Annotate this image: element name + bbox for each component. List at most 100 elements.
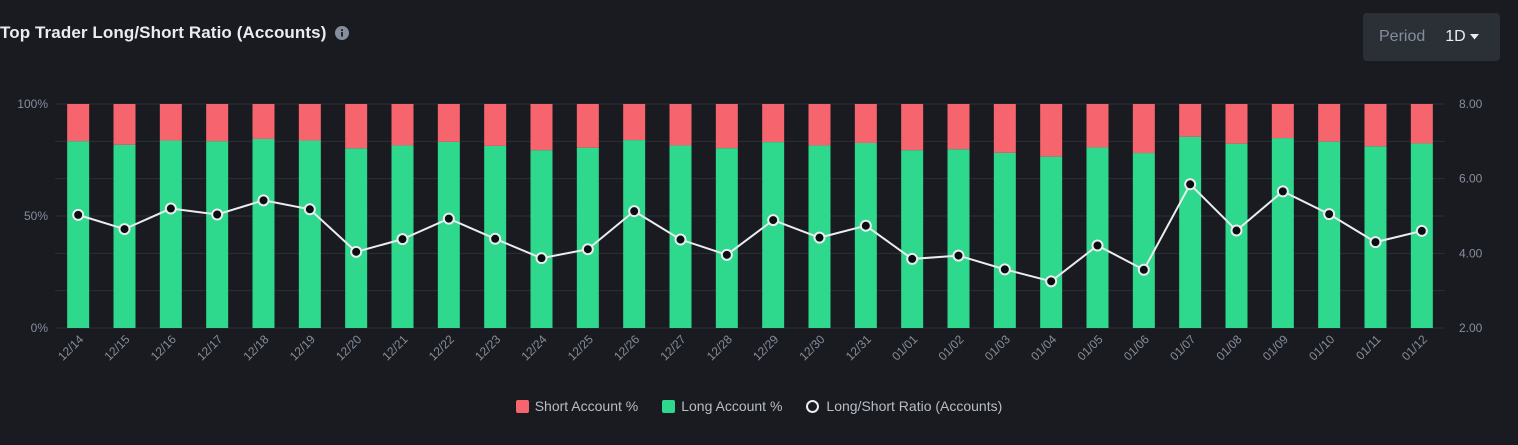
bar-short[interactable]	[901, 104, 924, 151]
ratio-point[interactable]	[859, 219, 872, 232]
bar-short[interactable]	[1318, 104, 1341, 142]
bar-long[interactable]	[901, 150, 924, 328]
bar-short[interactable]	[623, 104, 646, 141]
bar-short[interactable]	[715, 104, 738, 149]
bar-short[interactable]	[1040, 104, 1063, 157]
bar-short[interactable]	[391, 104, 414, 146]
chart-legend: Short Account % Long Account % Long/Shor…	[0, 398, 1518, 414]
ratio-point[interactable]	[1091, 239, 1104, 252]
ratio-point[interactable]	[1137, 263, 1150, 276]
ratio-line	[77, 182, 1423, 283]
ratio-point[interactable]	[1415, 224, 1428, 237]
bar-long[interactable]	[1086, 147, 1109, 328]
ratio-point[interactable]	[442, 212, 455, 225]
bar-long[interactable]	[715, 148, 738, 328]
bar-short[interactable]	[1179, 104, 1202, 137]
bar-short[interactable]	[1271, 104, 1294, 139]
bar-long[interactable]	[298, 140, 321, 328]
ratio-point[interactable]	[1276, 185, 1289, 198]
ratio-point[interactable]	[674, 233, 687, 246]
bar-long[interactable]	[1179, 136, 1202, 328]
bar-long[interactable]	[67, 141, 90, 328]
x-tick-label: 12/28	[704, 332, 735, 363]
x-tick-label: 12/18	[240, 332, 271, 363]
bar-short[interactable]	[1364, 104, 1387, 147]
bar-long[interactable]	[623, 140, 646, 328]
bar-short[interactable]	[484, 104, 507, 146]
bar-short[interactable]	[437, 104, 460, 142]
bar-long[interactable]	[530, 150, 553, 328]
legend-short-swatch	[515, 399, 529, 413]
bar-long[interactable]	[437, 141, 460, 328]
ratio-point[interactable]	[1323, 208, 1336, 221]
bar-short[interactable]	[1086, 104, 1109, 148]
bar-short[interactable]	[113, 104, 136, 145]
bar-short[interactable]	[669, 104, 692, 146]
ratio-point[interactable]	[1184, 178, 1197, 191]
ratio-point[interactable]	[998, 263, 1011, 276]
bar-short[interactable]	[1132, 104, 1155, 154]
x-tick-label: 12/26	[611, 332, 642, 363]
bar-short[interactable]	[206, 104, 229, 142]
ratio-point[interactable]	[1230, 224, 1243, 237]
ratio-point[interactable]	[720, 248, 733, 261]
legend-long[interactable]: Long Account %	[662, 398, 782, 414]
bar-long[interactable]	[854, 142, 877, 328]
bar-long[interactable]	[159, 140, 182, 328]
bar-short[interactable]	[1225, 104, 1248, 144]
legend-short[interactable]: Short Account %	[515, 398, 638, 414]
bar-short[interactable]	[576, 104, 599, 148]
bar-short[interactable]	[345, 104, 368, 149]
x-tick-label: 12/22	[426, 332, 457, 363]
bar-long[interactable]	[762, 142, 785, 328]
x-tick-label: 12/15	[101, 332, 132, 363]
info-icon[interactable]	[335, 26, 350, 40]
bar-short[interactable]	[67, 104, 90, 142]
bar-short[interactable]	[762, 104, 785, 143]
ratio-point[interactable]	[1045, 275, 1058, 288]
bar-series	[67, 104, 1433, 328]
bar-short[interactable]	[298, 104, 321, 141]
bar-short[interactable]	[854, 104, 877, 143]
bar-short[interactable]	[530, 104, 553, 151]
bar-long[interactable]	[252, 138, 275, 328]
bar-long[interactable]	[1132, 153, 1155, 328]
bar-long[interactable]	[947, 149, 970, 328]
bar-long[interactable]	[113, 144, 136, 328]
ratio-line-series	[72, 178, 1428, 288]
bar-long[interactable]	[576, 147, 599, 328]
ratio-point[interactable]	[489, 232, 502, 245]
ratio-point[interactable]	[396, 233, 409, 246]
ratio-point[interactable]	[1369, 236, 1382, 249]
bar-short[interactable]	[159, 104, 182, 141]
ratio-point[interactable]	[906, 252, 919, 265]
ratio-point[interactable]	[350, 245, 363, 258]
bar-long[interactable]	[345, 148, 368, 328]
bar-long[interactable]	[993, 152, 1016, 328]
ratio-point[interactable]	[118, 223, 131, 236]
bar-long[interactable]	[206, 141, 229, 328]
ratio-point[interactable]	[72, 208, 85, 221]
bar-short[interactable]	[1410, 104, 1433, 144]
ratio-point[interactable]	[581, 243, 594, 256]
bar-short[interactable]	[993, 104, 1016, 153]
right-axis: 8.00 6.00 4.00 2.00	[1459, 97, 1483, 335]
ratio-point[interactable]	[257, 194, 270, 207]
ratio-point[interactable]	[813, 231, 826, 244]
legend-ratio[interactable]: Long/Short Ratio (Accounts)	[806, 398, 1002, 414]
ratio-point[interactable]	[952, 249, 965, 262]
ratio-point[interactable]	[628, 205, 641, 218]
ratio-point[interactable]	[535, 252, 548, 265]
bar-long[interactable]	[1040, 156, 1063, 328]
period-selector[interactable]: Period 1D	[1363, 13, 1500, 61]
ratio-point[interactable]	[164, 202, 177, 215]
ratio-point[interactable]	[767, 214, 780, 227]
ratio-point[interactable]	[303, 203, 316, 216]
bar-long[interactable]	[1318, 141, 1341, 328]
bar-short[interactable]	[252, 104, 275, 139]
bar-short[interactable]	[947, 104, 970, 150]
bar-short[interactable]	[808, 104, 831, 146]
bar-long[interactable]	[1271, 138, 1294, 328]
ratio-point[interactable]	[211, 208, 224, 221]
grid-lines	[55, 103, 1445, 329]
